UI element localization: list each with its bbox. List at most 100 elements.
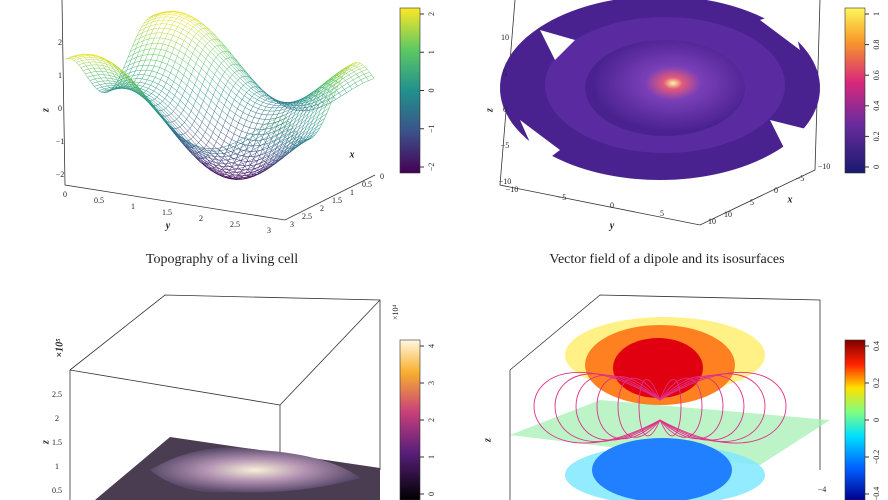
mesh-line	[345, 80, 348, 84]
mesh-line	[182, 137, 185, 141]
mesh-line	[349, 64, 352, 67]
mesh-line	[197, 130, 204, 137]
mesh-line	[242, 163, 246, 167]
mesh-line	[186, 85, 193, 91]
colorbar-label: −1	[427, 124, 436, 133]
mesh-line	[137, 40, 144, 44]
mesh-line	[274, 132, 277, 136]
mesh-line	[278, 116, 282, 122]
mesh-line	[240, 149, 246, 152]
mesh-line	[188, 32, 195, 37]
mesh-line	[209, 41, 216, 48]
mesh-line	[323, 106, 327, 112]
mesh-line	[335, 73, 339, 77]
mesh-line	[174, 119, 177, 122]
mesh-line	[202, 135, 209, 142]
mesh-line	[248, 158, 254, 162]
mesh-line	[146, 21, 153, 25]
mesh-line	[218, 161, 221, 165]
mesh-line	[255, 108, 259, 113]
tick-label: 3	[267, 226, 271, 235]
mesh-line	[93, 68, 97, 72]
mesh-line	[280, 107, 283, 111]
mesh-line	[327, 78, 330, 82]
mesh-line	[358, 76, 362, 81]
mesh-line	[225, 115, 228, 121]
mesh-line	[240, 175, 244, 178]
mesh-line	[139, 27, 145, 32]
mesh-line	[210, 158, 214, 162]
mesh-line	[212, 166, 218, 169]
colorbar	[399, 339, 421, 500]
mesh-line	[245, 72, 252, 79]
mesh-line	[111, 78, 118, 81]
mesh-line	[151, 104, 157, 110]
mesh-line	[226, 68, 233, 75]
mesh-line	[152, 100, 159, 105]
mesh-line	[84, 57, 88, 60]
axis-box	[499, 0, 821, 226]
mesh-line	[327, 79, 334, 84]
mesh-line	[233, 86, 239, 92]
mesh-line	[247, 99, 250, 104]
mesh-line	[237, 64, 244, 72]
mesh-line	[146, 38, 150, 45]
mesh-line	[184, 122, 191, 129]
mesh-line	[212, 161, 216, 166]
mesh-line	[270, 147, 277, 151]
mesh-line	[316, 123, 323, 128]
mesh-line	[99, 84, 103, 88]
mesh-line	[238, 87, 242, 92]
mesh-line	[77, 57, 80, 59]
mesh-line	[213, 145, 220, 151]
mesh-line	[216, 69, 223, 76]
mesh-line	[326, 85, 333, 90]
mesh-line	[193, 144, 199, 149]
mesh-line	[294, 139, 301, 145]
mesh-line	[168, 72, 171, 79]
mesh-line	[182, 134, 189, 141]
mesh-line	[223, 45, 230, 53]
mesh-line	[230, 155, 233, 159]
mesh-line	[295, 124, 301, 130]
axis-label: y	[609, 220, 615, 231]
mesh-line	[233, 177, 236, 179]
mesh-line	[176, 90, 183, 96]
mesh-line	[290, 142, 294, 145]
mesh-line	[246, 76, 253, 83]
mesh-line	[169, 90, 175, 96]
mesh-line	[244, 92, 247, 96]
mesh-line	[277, 126, 281, 130]
mesh-line	[292, 105, 296, 109]
mesh-line	[206, 152, 209, 156]
mesh-line	[364, 66, 368, 70]
mesh-line	[342, 74, 349, 79]
mesh-line	[250, 164, 256, 166]
mesh-line	[162, 101, 169, 107]
axis-line	[69, 369, 281, 406]
mesh-line	[273, 98, 279, 103]
mesh-line	[149, 18, 155, 21]
mesh-line	[268, 163, 271, 165]
mesh-line	[202, 78, 205, 85]
mesh-line	[154, 65, 160, 68]
mesh-line	[181, 40, 185, 46]
mesh-line	[133, 51, 140, 55]
axis-label: z	[482, 438, 493, 443]
mesh-line	[114, 82, 121, 86]
mesh-line	[265, 147, 269, 154]
mesh-line	[300, 119, 307, 125]
mesh-line	[166, 50, 172, 54]
mesh-line	[187, 146, 194, 153]
mesh-line	[198, 156, 205, 161]
mesh-line	[179, 22, 186, 27]
mesh-line	[215, 89, 222, 96]
mesh-line	[237, 172, 241, 176]
mesh-line	[135, 43, 139, 49]
mesh-line	[179, 20, 183, 24]
mesh-line	[349, 65, 356, 70]
mesh-line	[292, 129, 299, 135]
mesh-line	[241, 155, 244, 161]
mesh-line	[289, 128, 293, 134]
mesh-line	[228, 167, 232, 171]
